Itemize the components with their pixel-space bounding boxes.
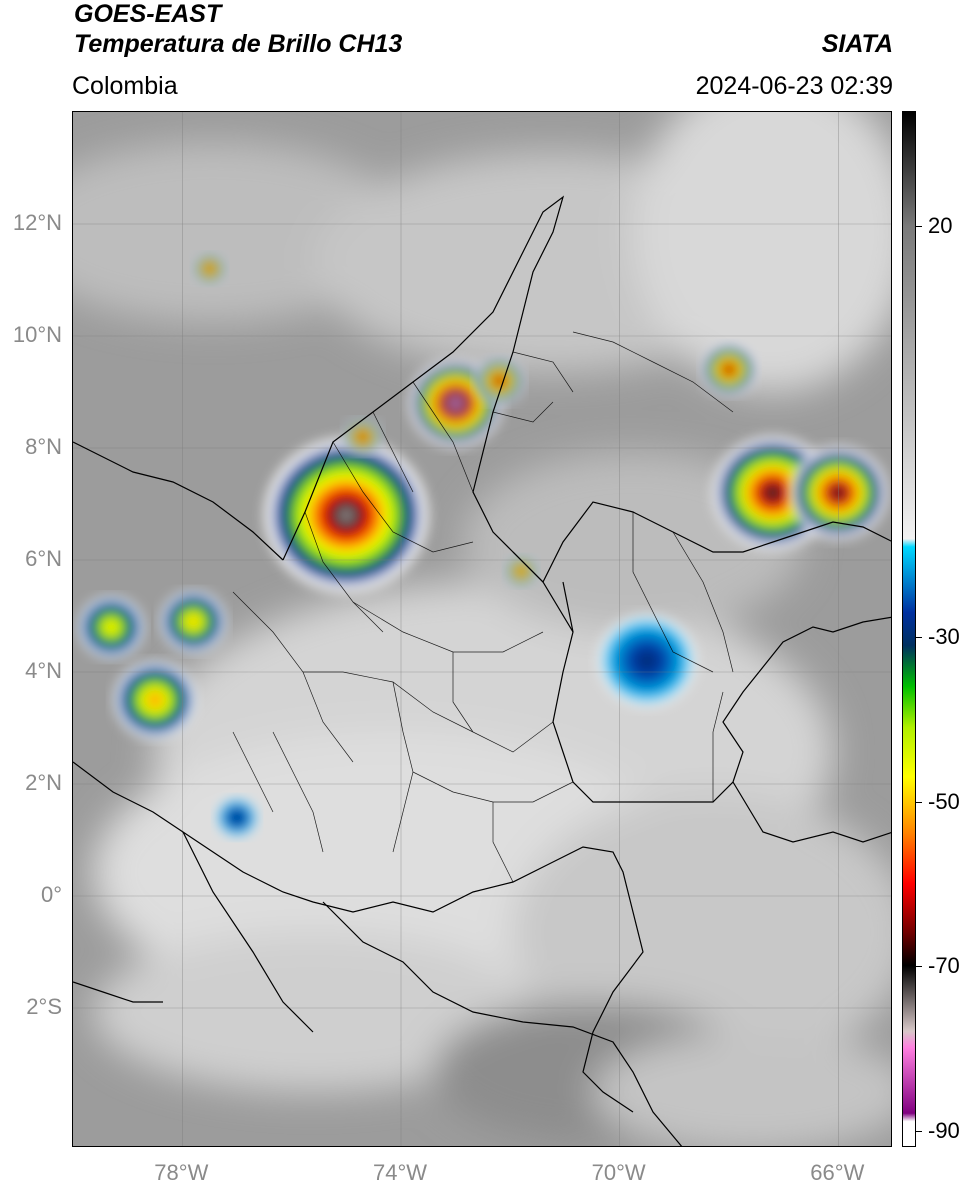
storm-cell [264, 437, 429, 593]
storm-cell [474, 357, 524, 404]
satellite-title: GOES-EAST [74, 0, 222, 28]
graticule [73, 112, 891, 1146]
storm-cell [160, 590, 227, 653]
lon-tick-label: 66°W [810, 1160, 865, 1185]
storm-cell [215, 796, 259, 839]
colorbar-tick-label: 20 [928, 213, 953, 239]
lon-tick-label: 78°W [154, 1160, 209, 1185]
colorbar-tick [916, 1130, 922, 1132]
storm-cell [701, 343, 757, 396]
lat-tick-label: 2°S [26, 994, 62, 1019]
lat-tick-label: 0° [40, 882, 62, 907]
lat-tick-label: 6°N [25, 546, 62, 571]
brand-label: SIATA [821, 30, 893, 58]
country-borders [73, 195, 891, 1146]
colorbar-tick [916, 226, 922, 228]
department-borders [232, 331, 734, 883]
region-subtitle: Colombia [72, 72, 178, 100]
timestamp: 2024-06-23 02:39 [695, 72, 893, 100]
storm-cell [114, 661, 196, 739]
lat-tick-label: 10°N [12, 322, 62, 347]
lat-tick-label: 4°N [25, 658, 62, 683]
colorbar-tick [916, 637, 922, 639]
colorbar-tick-label: -90 [928, 1117, 960, 1143]
product-title: Temperatura de Brillo CH13 [74, 30, 403, 58]
colorbar-tick [916, 966, 922, 968]
lon-tick-label: 70°W [591, 1160, 646, 1185]
lat-tick-label: 2°N [25, 770, 62, 795]
map-canvas [73, 112, 891, 1146]
storm-cell [78, 596, 145, 659]
storm-cell [343, 418, 382, 455]
storm-cell [193, 253, 227, 285]
colorbar-tick-label: -70 [928, 953, 960, 979]
colorbar-tick-label: -50 [928, 788, 960, 814]
lat-tick-label: 12°N [12, 210, 62, 235]
colorbar [902, 111, 916, 1147]
lat-tick-label: 8°N [25, 434, 62, 459]
satellite-map[interactable] [72, 111, 892, 1147]
colorbar-tick-label: -30 [928, 624, 960, 650]
storm-cell [597, 614, 697, 708]
colorbar-tick [916, 801, 922, 803]
lon-tick-label: 74°W [372, 1160, 428, 1185]
